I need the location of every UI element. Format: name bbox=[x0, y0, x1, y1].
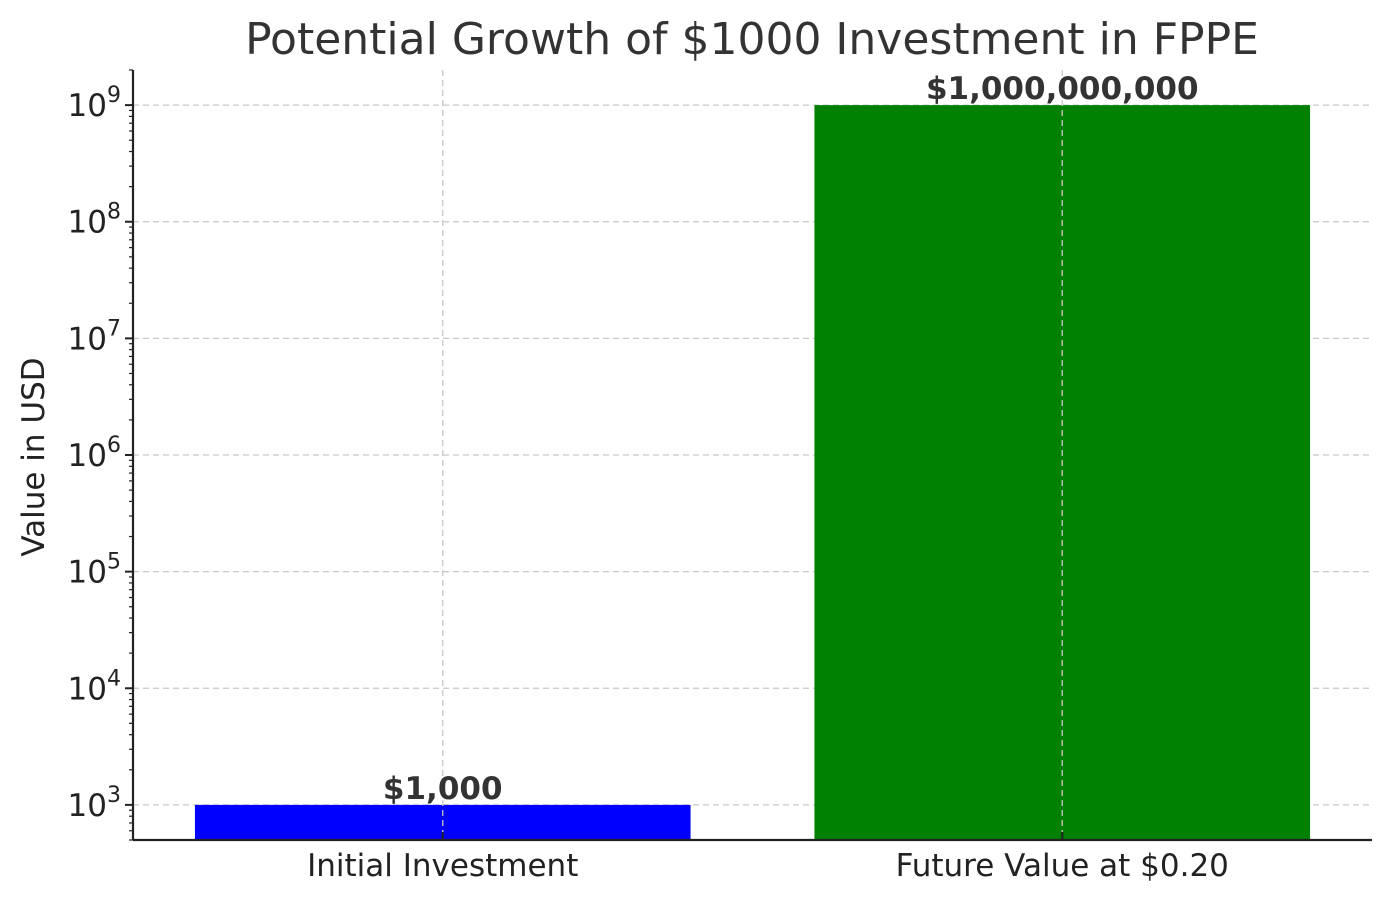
labels: 103 104 105 106 107 108 109 Initial Investment $… bbox=[68, 71, 1229, 884]
bar-data-label: $1,000,000,000 bbox=[926, 71, 1199, 107]
axes bbox=[125, 69, 1372, 842]
y-tick-label: 109 bbox=[68, 83, 121, 124]
y-tick-label: 108 bbox=[68, 200, 121, 241]
y-tick-label: 105 bbox=[68, 550, 121, 591]
y-tick-label: 106 bbox=[68, 433, 121, 474]
y-axis-label: Value in USD bbox=[16, 357, 52, 556]
bars bbox=[194, 105, 1311, 841]
chart-title: Potential Growth of $1000 Investment in … bbox=[245, 14, 1259, 65]
bar-data-label: $1,000 bbox=[383, 771, 503, 807]
vertical-grid bbox=[442, 70, 1063, 840]
y-tick-label: 107 bbox=[68, 316, 121, 357]
x-tick-label: Future Value at $0.20 bbox=[896, 848, 1229, 884]
y-tick-label: 104 bbox=[68, 666, 121, 707]
y-tick-label: 103 bbox=[68, 783, 121, 824]
x-tick-label: Initial Investment bbox=[307, 848, 578, 884]
